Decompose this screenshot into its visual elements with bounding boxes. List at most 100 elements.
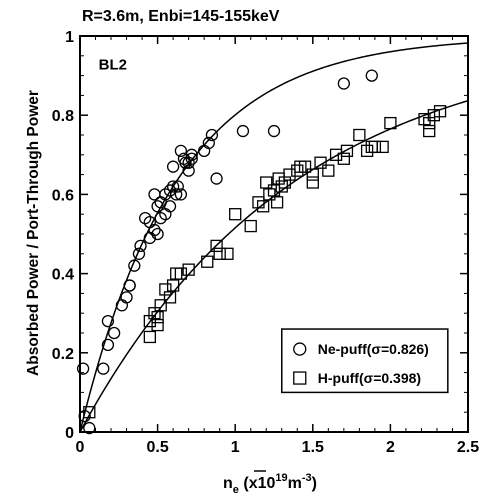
y-axis-label-group: Absorbed Power / Port-Through Power [25,90,42,376]
plot-area: 0 0.5 1 1.5 2 2.5 0 0.2 0.4 0.6 0.8 1 [52,29,479,456]
h-puff-point [298,160,312,173]
h-puff-point [260,176,273,189]
h-puff-point [170,267,183,280]
h-puff-point [423,116,436,130]
legend-circle-marker [293,342,307,356]
h-puff-point [291,164,304,177]
ne-puff-point [182,164,195,177]
h-puff-point [353,128,366,142]
ne-puff-point [210,172,223,185]
h-puff-point [376,140,389,154]
x-axis-label: ne (x1019m-3) [223,472,317,495]
h-puff-point [433,105,447,118]
ne-puff-point [115,299,129,312]
x-label-exponent: 19 [275,472,287,484]
ne-puff-point [198,144,211,157]
h-puff-point [275,180,288,193]
y-tick-label: 0 [65,425,74,442]
h-puff-point [143,330,156,344]
ne-puff-point [83,421,96,435]
legend-label: Ne-puff(σ=0.826) [318,341,429,357]
x-label-unit: (x10 [239,475,276,492]
h-puff-series [83,105,447,419]
h-puff-point [252,196,265,209]
ne-puff-point [174,144,188,157]
x-label-unit-m: m [288,475,302,492]
ne-puff-point [171,180,184,193]
ne-puff-point [151,227,164,241]
h-puff-point [384,116,397,130]
ne-puff-point [182,156,195,169]
h-puff-point [166,279,180,292]
h-puff-point [148,307,161,320]
ne-puff-point [179,156,192,169]
ne-puff-point [365,69,378,82]
x-tick-label: 1 [231,439,240,456]
h-puff-point [360,144,374,157]
h-puff-point [151,318,164,332]
ne-puff-point [163,200,177,213]
legend-label: H-puff(σ=0.398) [318,370,421,386]
ne-puff-point [76,362,90,375]
ne-puff-point [132,247,146,260]
h-puff-point [210,239,223,253]
h-puff-point [159,283,172,296]
h-puff-point [272,172,285,185]
ne-puff-point [107,326,121,340]
x-tick-label: 2 [386,439,395,456]
h-puff-point [201,255,214,268]
h-puff-point [306,176,319,189]
h-puff-point [340,144,354,157]
h-puff-point [163,291,177,304]
legend-square-marker [293,371,307,385]
h-puff-point [427,109,441,122]
h-puff-point [174,267,188,280]
y-tick-label: 0.2 [52,346,74,363]
ne-puff-point [185,148,198,161]
ne-puff-point [101,338,115,352]
h-puff-point [267,184,281,197]
ne-puff-point [101,314,115,328]
x-tick-label: 0.5 [146,439,168,456]
h-puff-point [278,176,292,189]
legend: Ne-puff(σ=0.826) H-puff(σ=0.398) [281,328,449,394]
x-tick-label: 0 [76,439,85,456]
h-puff-point [322,164,335,177]
ne-puff-point [134,239,147,253]
h-puff-point [294,160,307,173]
x-label-symbol: n [223,475,233,492]
y-tick-label: 1 [65,29,74,46]
ne-puff-point [148,188,161,201]
h-puff-point [365,140,378,154]
h-puff-point [213,247,226,260]
h-puff-point [306,168,319,181]
ne-puff-point [148,223,161,237]
h-puff-point [263,188,276,201]
ne-puff-point [151,200,164,213]
ne-puff-point [236,124,250,138]
h-puff-point [418,113,431,126]
ne-puff-point [202,136,215,150]
x-label-close: ) [312,475,317,492]
h-puff-point [368,140,382,154]
y-tick-label: 0.8 [52,108,74,125]
h-puff-point [256,200,270,213]
ne-puff-point [78,410,91,423]
h-puff-point [423,124,436,138]
legend-box [281,328,449,394]
ne-puff-point [337,77,350,90]
y-tick-label: 0.6 [52,187,74,204]
ne-puff-point [120,291,133,304]
x-tick-label: 2.5 [457,439,479,456]
h-puff-point [314,156,327,169]
x-label-exponent-2: -3 [302,472,312,484]
h-puff-point [221,247,234,260]
x-label-subscript: e [233,484,239,495]
ne-puff-point [128,259,141,272]
ne-puff-point [185,152,198,165]
h-puff-point [151,311,164,324]
h-puff-point [154,299,167,312]
chart-title: R=3.6m, Enbi=145-155keV [82,8,280,25]
x-tick-label: 1.5 [302,439,324,456]
